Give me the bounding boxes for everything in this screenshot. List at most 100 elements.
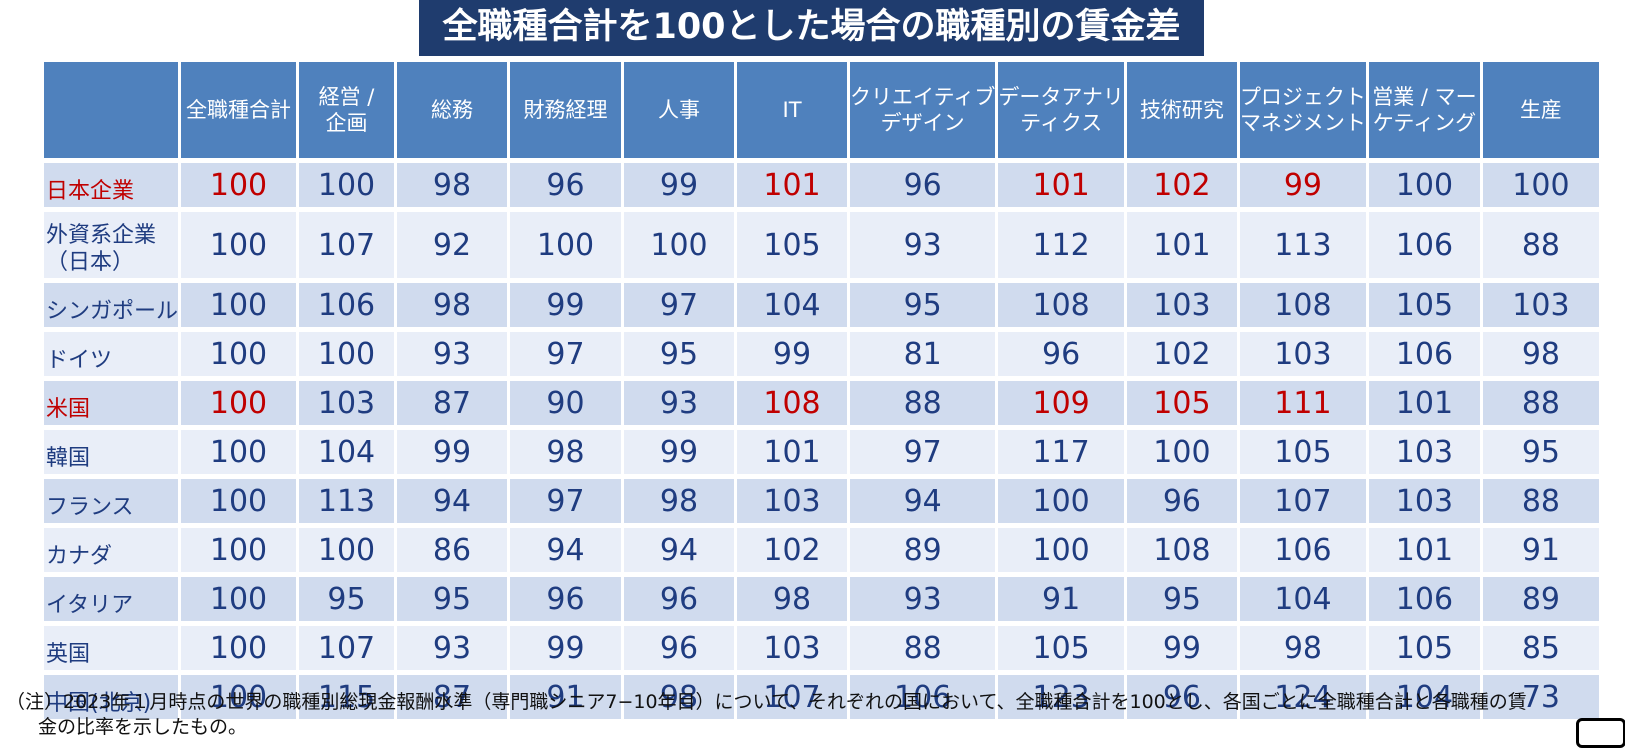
column-header-label: 人事 — [658, 98, 701, 122]
column-header-8: データアナリ ティクス — [998, 62, 1124, 158]
value-cell: 95 — [850, 283, 996, 327]
row-label: カナダ — [46, 544, 113, 569]
value-cell: 100 — [1368, 163, 1480, 207]
value-cell: 98 — [397, 283, 508, 327]
table-header-row: 全職種合計 経営 / 企画 総務 財務経理 人事 IT クリエイティブ デザイン データアナリ ティ… — [44, 62, 1599, 158]
value-cell: 103 — [299, 381, 395, 425]
value-cell: 92 — [397, 212, 508, 278]
value-cell: 94 — [624, 528, 735, 572]
value-cell: 101 — [1368, 528, 1480, 572]
row-label-cell: 外資系企業 （日本） — [44, 212, 179, 278]
value-cell: 124 — [1239, 675, 1366, 719]
value-cell: 93 — [397, 626, 508, 670]
value-cell: 100 — [181, 381, 297, 425]
value-cell: 96 — [510, 577, 622, 621]
value-cell: 105 — [1368, 626, 1480, 670]
value-cell: 107 — [299, 212, 395, 278]
value-cell: 123 — [998, 675, 1124, 719]
value-cell: 93 — [850, 577, 996, 621]
value-cell: 99 — [397, 430, 508, 474]
value-cell: 101 — [737, 163, 848, 207]
value-cell: 91 — [510, 675, 622, 719]
value-cell: 91 — [998, 577, 1124, 621]
value-cell: 106 — [1368, 212, 1480, 278]
table-row: イタリア 100 95 95 96 96 98 93 91 95 104 106 89 — [44, 577, 1599, 621]
header-corner-cell — [44, 62, 179, 158]
value-cell: 103 — [1126, 283, 1237, 327]
value-cell: 94 — [397, 479, 508, 523]
value-cell: 95 — [624, 332, 735, 376]
value-cell: 96 — [510, 163, 622, 207]
value-cell: 106 — [299, 283, 395, 327]
value-cell: 103 — [737, 626, 848, 670]
value-cell: 103 — [1239, 332, 1366, 376]
value-cell: 81 — [850, 332, 996, 376]
table-row: フランス 100 113 94 97 98 103 94 100 96 107 103 88 — [44, 479, 1599, 523]
value-cell: 106 — [1239, 528, 1366, 572]
column-header-label: プロジェクト — [1239, 85, 1366, 109]
value-cell: 108 — [998, 283, 1124, 327]
value-cell: 100 — [181, 430, 297, 474]
value-cell: 107 — [299, 626, 395, 670]
column-header-label: 総務 — [431, 98, 474, 122]
row-label-cell: フランス — [44, 479, 179, 523]
row-label-cell: ドイツ — [44, 332, 179, 376]
table-row: 英国 100 107 93 99 96 103 88 105 99 98 105 85 — [44, 626, 1599, 670]
value-cell: 97 — [850, 430, 996, 474]
column-header-label: IT — [782, 98, 802, 122]
value-cell: 103 — [1368, 430, 1480, 474]
value-cell: 95 — [1482, 430, 1599, 474]
value-cell: 88 — [850, 626, 996, 670]
value-cell: 96 — [998, 332, 1124, 376]
value-cell: 100 — [181, 675, 297, 719]
value-cell: 106 — [1368, 332, 1480, 376]
value-cell: 89 — [1482, 577, 1599, 621]
table-row: シンガポール 100 106 98 99 97 104 95 108 103 108 105 103 — [44, 283, 1599, 327]
column-header-label: 営業 / マー — [1372, 85, 1477, 109]
row-label: イタリア — [46, 593, 134, 618]
value-cell: 95 — [397, 577, 508, 621]
column-header-9: 技術研究 — [1126, 62, 1237, 158]
value-cell: 100 — [181, 283, 297, 327]
row-label-cell: イタリア — [44, 577, 179, 621]
value-cell: 88 — [1482, 479, 1599, 523]
row-label-cell: 韓国 — [44, 430, 179, 474]
value-cell: 94 — [510, 528, 622, 572]
row-label-cell: カナダ — [44, 528, 179, 572]
column-header-label: 技術研究 — [1139, 98, 1224, 122]
value-cell: 100 — [1482, 163, 1599, 207]
column-header-10: プロジェクト マネジメント — [1239, 62, 1366, 158]
row-label: フランス — [46, 495, 134, 520]
column-header-label: ティクス — [1020, 111, 1103, 135]
value-cell: 100 — [181, 479, 297, 523]
page-number-box — [1576, 718, 1625, 748]
value-cell: 95 — [1126, 577, 1237, 621]
column-header-4: 財務経理 — [510, 62, 622, 158]
value-cell: 100 — [624, 212, 735, 278]
value-cell: 100 — [181, 577, 297, 621]
value-cell: 100 — [181, 212, 297, 278]
value-cell: 102 — [1126, 163, 1237, 207]
row-label: シンガポール — [46, 299, 179, 324]
row-label: 中国(北京) — [46, 691, 152, 716]
column-header-label: 財務経理 — [523, 98, 608, 122]
row-label-cell: 中国(北京) — [44, 675, 179, 719]
value-cell: 117 — [998, 430, 1124, 474]
wage-table-container: 全職種合計 経営 / 企画 総務 財務経理 人事 IT クリエイティブ デザイン データアナリ ティ… — [44, 62, 1599, 719]
column-header-label: デザイン — [880, 111, 965, 135]
column-header-label: 企画 — [325, 111, 368, 135]
value-cell: 91 — [1482, 528, 1599, 572]
value-cell: 97 — [510, 479, 622, 523]
value-cell: 90 — [510, 381, 622, 425]
value-cell: 111 — [1239, 381, 1366, 425]
value-cell: 100 — [181, 163, 297, 207]
row-label: 日本企業 — [46, 179, 135, 204]
value-cell: 108 — [737, 381, 848, 425]
value-cell: 100 — [299, 528, 395, 572]
value-cell: 87 — [397, 381, 508, 425]
value-cell: 93 — [624, 381, 735, 425]
value-cell: 96 — [624, 577, 735, 621]
table-row: 外資系企業 （日本） 100 107 92 100 100 105 93 112 101 113 106… — [44, 212, 1599, 278]
value-cell: 115 — [299, 675, 395, 719]
row-label: ドイツ — [46, 348, 113, 373]
